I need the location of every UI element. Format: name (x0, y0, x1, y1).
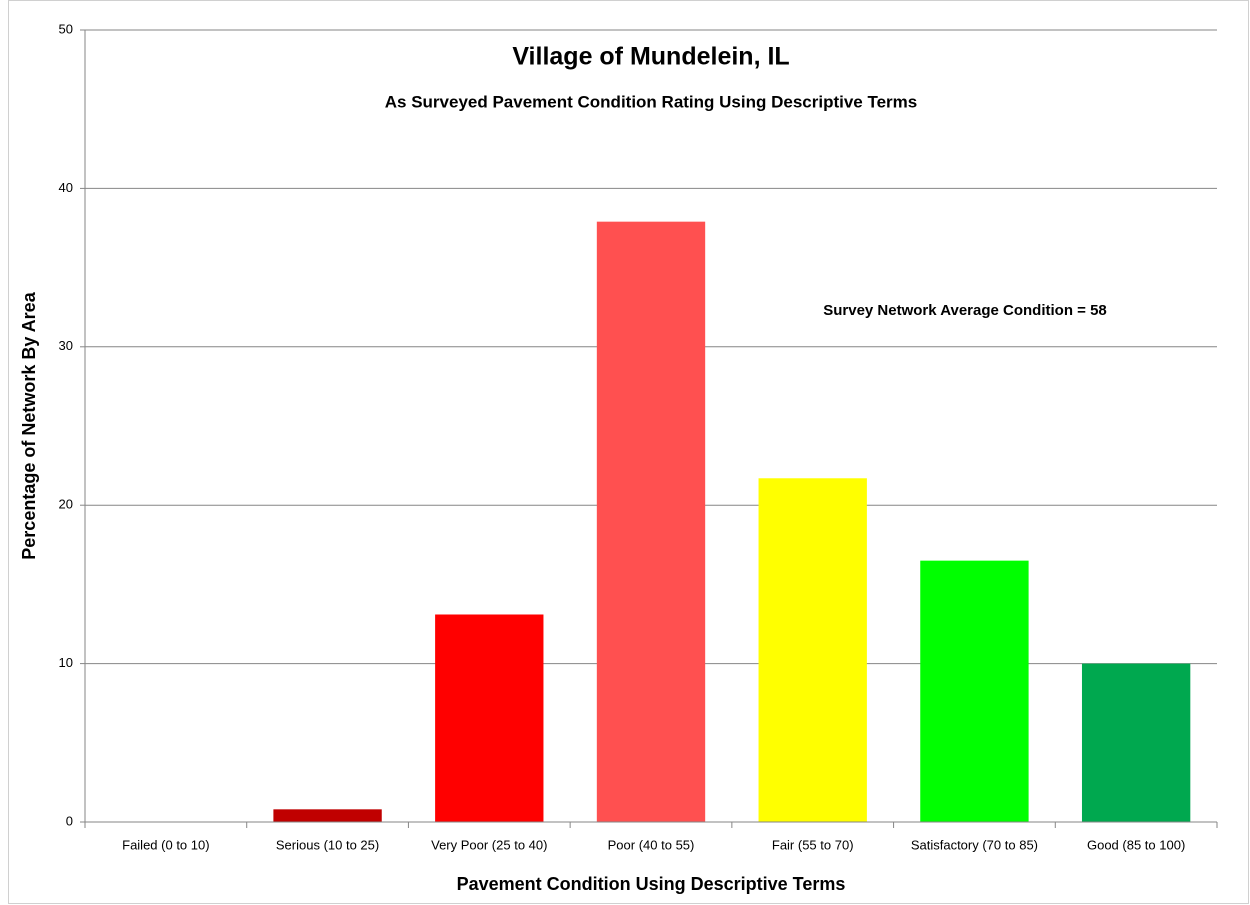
y-tick-label: 30 (59, 338, 73, 353)
y-tick-label: 0 (66, 813, 73, 828)
x-tick-label: Fair (55 to 70) (772, 837, 854, 852)
x-tick-label: Failed (0 to 10) (122, 837, 209, 852)
y-axis-label: Percentage of Network By Area (19, 291, 39, 559)
x-tick-label: Serious (10 to 25) (276, 837, 379, 852)
bar (435, 614, 544, 822)
x-tick-label: Very Poor (25 to 40) (431, 837, 547, 852)
x-tick-label: Satisfactory (70 to 85) (911, 837, 1038, 852)
x-axis-label: Pavement Condition Using Descriptive Ter… (457, 874, 846, 894)
y-tick-label: 50 (59, 21, 73, 36)
chart-title: Village of Mundelein, IL (512, 43, 789, 71)
annotation: Survey Network Average Condition = 58 (823, 302, 1107, 319)
bar (758, 478, 867, 822)
bar (920, 560, 1029, 822)
x-tick-label: Good (85 to 100) (1087, 837, 1185, 852)
bar (596, 221, 706, 822)
bar (1081, 663, 1191, 822)
chart-subtitle: As Surveyed Pavement Condition Rating Us… (385, 92, 918, 111)
x-tick-label: Poor (40 to 55) (608, 837, 695, 852)
y-tick-label: 10 (59, 655, 73, 670)
bar (273, 809, 382, 822)
y-tick-label: 20 (59, 497, 73, 512)
y-tick-label: 40 (59, 180, 73, 195)
